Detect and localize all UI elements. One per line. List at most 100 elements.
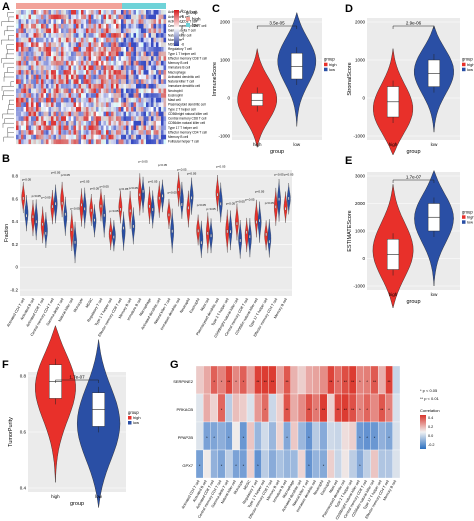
- heatmap-cell: [86, 120, 89, 126]
- heatmap-cell: [108, 60, 112, 66]
- heatmap-cell: [126, 14, 129, 20]
- heatmap-cell: [141, 130, 144, 135]
- heatmap-cell: [126, 37, 129, 43]
- box: [129, 209, 131, 213]
- heatmap-cell: [43, 65, 47, 71]
- heatmap-cell: [71, 60, 74, 66]
- heatmap-cell: [148, 70, 152, 75]
- heatmap-cell: [131, 60, 134, 66]
- heatmap-cell: [28, 46, 32, 52]
- heatmap-cell: [16, 125, 19, 131]
- correlation-cell: [195, 365, 204, 395]
- heatmap-cell: [26, 88, 29, 94]
- box: [278, 197, 280, 201]
- heatmap-cell: [51, 74, 54, 80]
- x-tick-label: Eosinophil: [320, 479, 332, 496]
- heatmap-cell: [111, 23, 114, 29]
- heatmap-cell: [128, 10, 132, 15]
- heatmap-cell: [136, 65, 139, 71]
- heatmap-cell: [148, 46, 152, 52]
- heatmap-cell: [148, 37, 152, 43]
- heatmap-cell: [61, 28, 64, 34]
- heatmap-cell: [138, 42, 142, 48]
- heatmap-cell: [118, 51, 122, 57]
- heatmap-cell: [113, 125, 117, 131]
- heatmap-cell: [116, 102, 119, 108]
- box: [80, 203, 83, 207]
- heatmap-cell: [76, 46, 79, 52]
- heatmap-cell: [138, 111, 142, 117]
- heatmap-cell: [141, 102, 144, 108]
- heatmap-cell: [33, 70, 37, 75]
- heatmap-cell: [148, 130, 152, 135]
- heatmap-cell: [96, 28, 99, 34]
- heatmap-cell: [41, 102, 44, 108]
- heatmap-cell: [58, 79, 62, 85]
- heatmap-cell: [48, 46, 52, 52]
- heatmap-cell: [61, 134, 64, 140]
- correlation-cell: [334, 421, 342, 451]
- heatmap-cell: [141, 74, 144, 80]
- heatmap-cell: [61, 23, 64, 29]
- heatmap-cell: [163, 130, 167, 135]
- heatmap-cell: [51, 65, 54, 71]
- heatmap-cell: [58, 111, 62, 117]
- box: [61, 201, 63, 205]
- significance-mark: *: [257, 463, 259, 468]
- heatmap-cell: [106, 139, 109, 145]
- heatmap-cell: [58, 28, 62, 34]
- heatmap-cell: [98, 111, 102, 117]
- heatmap-cell: [21, 107, 24, 112]
- legend-swatch-high: [462, 215, 466, 219]
- heatmap-cell: [96, 19, 99, 24]
- heatmap-cell: [56, 97, 59, 103]
- heatmap-cell: [108, 97, 112, 103]
- heatmap-cell: [161, 102, 164, 108]
- heatmap-cell: [158, 139, 162, 145]
- color-scale-bar: [174, 10, 179, 46]
- heatmap-cell: [131, 102, 134, 108]
- heatmap-cell: [136, 51, 139, 57]
- heatmap-cell: [38, 14, 42, 20]
- heatmap-cell: [43, 125, 47, 131]
- heatmap-cell: [36, 74, 39, 80]
- heatmap-cell: [28, 37, 32, 43]
- heatmap-cell: [91, 130, 94, 135]
- heatmap-cell: [18, 120, 22, 126]
- heatmap-cell: [136, 70, 139, 75]
- heatmap-cell: [68, 88, 72, 94]
- heatmap-cell: [143, 65, 147, 71]
- heatmap-cell: [23, 139, 27, 145]
- heatmap-cell: [21, 14, 24, 20]
- heatmap-cell: [88, 88, 92, 94]
- x-tick-label: Neutrophil: [179, 297, 191, 313]
- heatmap-cell: [96, 88, 99, 94]
- heatmap-cell: [63, 139, 67, 145]
- heatmap-cell: [103, 93, 107, 98]
- heatmap-cell: [33, 10, 37, 15]
- heatmap-cell: [46, 10, 49, 15]
- heatmap-cell: [163, 139, 167, 145]
- heatmap-cell: [81, 93, 84, 98]
- heatmap-cell: [58, 14, 62, 20]
- heatmap-cell: [81, 65, 84, 71]
- heatmap-cell: [153, 56, 157, 61]
- heatmap-cell: [63, 97, 67, 103]
- heatmap-cell: [38, 102, 42, 108]
- heatmap-cell: [48, 19, 52, 24]
- color-scale-tick: -0.2: [428, 443, 435, 447]
- heatmap-cell: [33, 88, 37, 94]
- heatmap-cell: [136, 46, 139, 52]
- heatmap-cell: [78, 23, 82, 29]
- heatmap-cell: [91, 120, 94, 126]
- heatmap-cell: [146, 19, 149, 24]
- heatmap-cell: [126, 107, 129, 112]
- heatmap-cell: [23, 19, 27, 24]
- box: [84, 207, 86, 211]
- heatmap-cell: [31, 88, 34, 94]
- heatmap-cell: [78, 56, 82, 61]
- heatmap-cell: [31, 97, 34, 103]
- heatmap-cell: [158, 97, 162, 103]
- panel-label-d: D: [345, 3, 353, 15]
- heatmap-cell: [91, 111, 94, 117]
